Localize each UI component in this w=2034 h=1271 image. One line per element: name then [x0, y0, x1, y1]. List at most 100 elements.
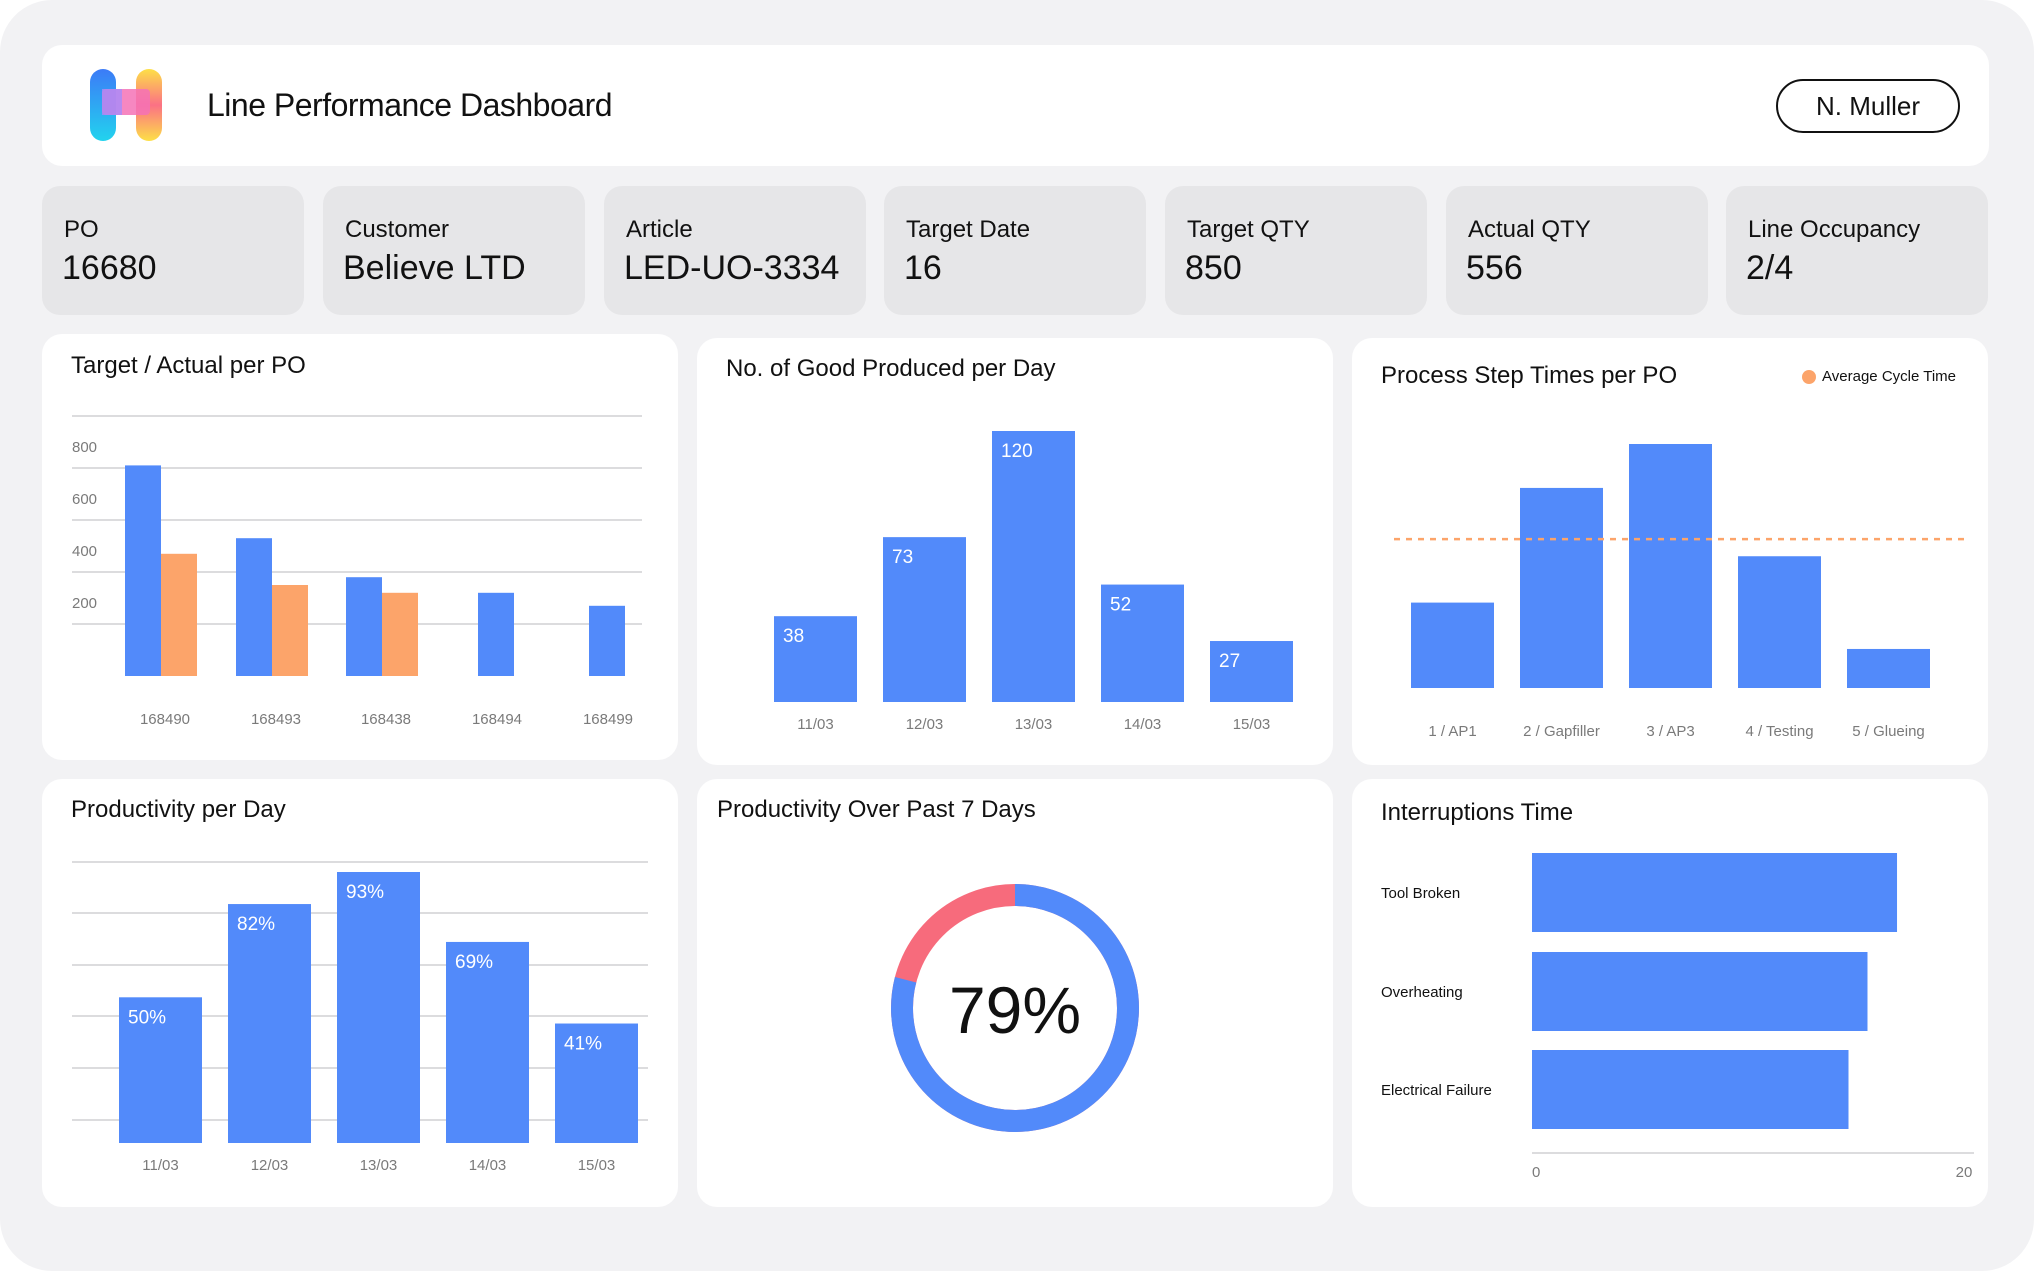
y-category-label: Overheating	[1381, 984, 1463, 1001]
bar	[555, 1023, 638, 1143]
interruption-bar	[1532, 853, 1898, 932]
bar-value-label: 41%	[564, 1034, 602, 1055]
kpi-label: Article	[626, 216, 693, 243]
x-tick-label: 13/03	[1015, 716, 1053, 733]
x-tick-label: 168499	[583, 711, 633, 728]
target-actual-chart: 200 400 600 800 168490 168493 168438 168494 1684…	[72, 415, 642, 728]
x-tick-label: 15/03	[578, 1157, 616, 1174]
kpi-value: Believe LTD	[343, 249, 526, 287]
bar-value-label: 93%	[346, 882, 384, 903]
bar-value-label: 52	[1110, 595, 1131, 616]
x-tick-label: 1 / AP1	[1428, 723, 1476, 740]
process-steps-title: Process Step Times per PO	[1381, 362, 1678, 389]
process-steps-card: Process Step Times per PO Average Cycle …	[1352, 338, 1988, 765]
kpi-label: Customer	[345, 216, 450, 243]
y-category-label: Electrical Failure	[1381, 1082, 1492, 1099]
bar-value-label: 82%	[237, 914, 275, 935]
productivity-7days-title: Productivity Over Past 7 Days	[717, 796, 1036, 823]
bar	[774, 616, 857, 702]
x-tick-label: 14/03	[469, 1157, 507, 1174]
target-bar	[589, 605, 625, 676]
chart-legend: Average Cycle Time	[1802, 368, 1956, 385]
app-header: Line Performance Dashboard N. Muller	[42, 45, 1989, 166]
page-title: Line Performance Dashboard	[207, 87, 613, 123]
kpi-value: 16	[904, 249, 942, 287]
bar	[119, 997, 202, 1143]
donut-value-segment	[891, 884, 1139, 1132]
x-tick-label: 20	[1956, 1164, 1973, 1181]
bar-value-label: 120	[1001, 441, 1033, 462]
legend-label: Average Cycle Time	[1822, 368, 1956, 385]
interruption-bar	[1532, 1050, 1849, 1129]
target-bar	[346, 577, 382, 676]
bar-value-label: 27	[1219, 651, 1240, 672]
x-tick-label: 168493	[251, 711, 301, 728]
bar	[883, 537, 966, 702]
x-tick-label: 2 / Gapfiller	[1523, 723, 1600, 740]
kpi-label: Line Occupancy	[1748, 216, 1921, 243]
x-tick-label: 5 / Glueing	[1852, 723, 1925, 740]
bar	[337, 872, 420, 1143]
kpi-value: 16680	[62, 249, 157, 287]
user-account-button[interactable]: N. Muller	[1776, 79, 1960, 133]
actual-bar	[161, 553, 197, 676]
kpi-label: Actual QTY	[1468, 216, 1591, 243]
productivity-7days-card: Productivity Over Past 7 Days 79%	[697, 779, 1333, 1207]
kpi-card: Target Date 16	[884, 186, 1146, 315]
bar	[1738, 556, 1821, 688]
bar	[1629, 444, 1712, 688]
kpi-value: 556	[1466, 249, 1523, 287]
x-tick-label: 168438	[361, 711, 411, 728]
good-produced-card: No. of Good Produced per Day 38 11/03 73 12…	[697, 338, 1333, 765]
x-tick-label: 4 / Testing	[1745, 723, 1813, 740]
good-produced-chart: 38 11/03 73 12/03 120 13/03 52 14/03 27 15/03	[774, 431, 1293, 733]
interruptions-title: Interruptions Time	[1381, 799, 1574, 826]
bar-value-label: 38	[783, 626, 804, 647]
target-actual-title: Target / Actual per PO	[71, 352, 306, 379]
interruption-bar	[1532, 952, 1868, 1031]
bar	[1847, 648, 1930, 688]
actual-bar	[382, 592, 418, 676]
bar	[228, 904, 311, 1143]
x-tick-label: 3 / AP3	[1646, 723, 1694, 740]
kpi-label: Target QTY	[1187, 216, 1310, 243]
x-tick-label: 11/03	[142, 1157, 178, 1174]
x-tick-label: 12/03	[906, 716, 944, 733]
x-tick-label: 15/03	[1233, 716, 1271, 733]
kpi-card: Line Occupancy 2/4	[1726, 186, 1988, 315]
kpi-label: PO	[64, 216, 99, 243]
y-tick-label: 600	[72, 491, 97, 508]
productivity-day-card: Productivity per Day 50% 11/03 82% 12/03 93%…	[42, 779, 678, 1207]
x-tick-label: 0	[1532, 1164, 1540, 1181]
kpi-card: Customer Believe LTD	[323, 186, 585, 315]
bar	[1101, 584, 1184, 702]
productivity-day-chart: 50% 11/03 82% 12/03 93% 13/03 69% 14/03 41% 15/03	[72, 861, 648, 1174]
target-bar	[236, 538, 272, 676]
kpi-card: Article LED-UO-3334	[604, 186, 866, 315]
y-tick-label: 800	[72, 439, 97, 456]
bar	[1210, 641, 1293, 702]
bar-value-label: 50%	[128, 1007, 166, 1028]
x-tick-label: 168490	[140, 711, 190, 728]
kpi-value: 850	[1185, 249, 1242, 287]
target-bar	[125, 465, 161, 676]
x-tick-label: 14/03	[1124, 716, 1162, 733]
productivity-donut-chart	[891, 884, 1139, 1132]
kpi-value: LED-UO-3334	[624, 249, 840, 287]
x-tick-label: 12/03	[251, 1157, 289, 1174]
interruptions-chart: Tool Broken Overheating Electrical Failure…	[1381, 853, 1974, 1181]
bar-value-label: 73	[892, 547, 913, 568]
target-bar	[478, 592, 514, 676]
y-category-label: Tool Broken	[1381, 885, 1460, 902]
kpi-card: Target QTY 850	[1165, 186, 1427, 315]
x-tick-label: 168494	[472, 711, 522, 728]
process-steps-chart: 1 / AP1 2 / Gapfiller 3 / AP3 4 / Testing 5 …	[1394, 444, 1964, 740]
actual-bar	[272, 585, 308, 676]
bar-value-label: 69%	[455, 952, 493, 973]
kpi-card: Actual QTY 556	[1446, 186, 1708, 315]
x-tick-label: 13/03	[360, 1157, 398, 1174]
y-tick-label: 400	[72, 543, 97, 560]
bar	[446, 941, 529, 1143]
y-tick-label: 200	[72, 595, 97, 612]
